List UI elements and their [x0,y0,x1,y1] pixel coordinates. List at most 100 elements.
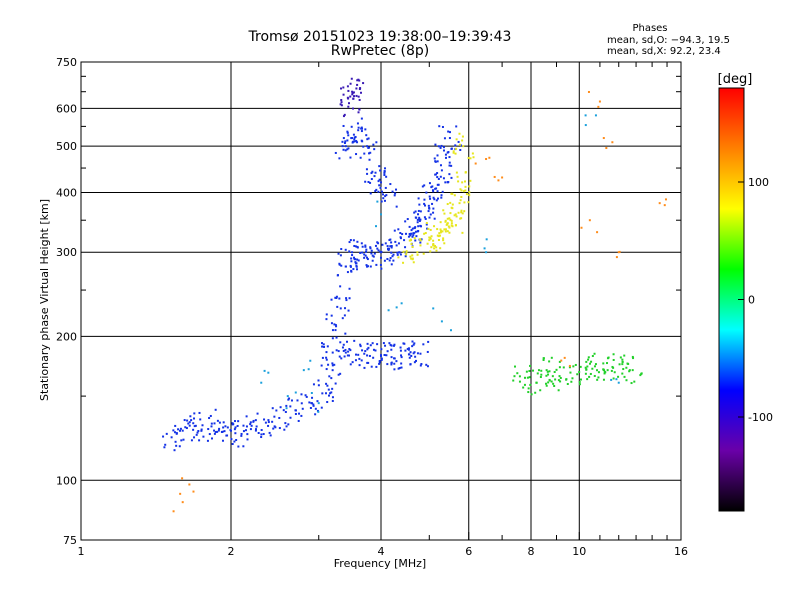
data-point [394,240,397,243]
data-point [350,257,353,260]
data-point [341,145,344,148]
data-point [439,228,442,231]
data-point [305,395,308,398]
data-point [587,90,590,93]
data-point [348,241,351,244]
data-point [412,343,415,346]
data-point [404,246,407,249]
data-point [312,403,315,406]
data-point [363,256,366,259]
data-point [408,356,411,359]
data-point [389,183,392,186]
data-point [602,137,605,140]
data-point [461,212,464,215]
data-point [326,401,329,404]
data-point [558,375,561,378]
data-point [441,190,444,193]
data-point [334,296,337,299]
data-point [353,95,356,98]
data-point [232,423,235,426]
data-point [260,433,263,436]
data-point [378,361,381,364]
data-point [359,345,362,348]
data-point [444,228,447,231]
data-point [442,149,445,152]
data-point [518,380,521,383]
data-point [374,190,377,193]
data-point [513,375,516,378]
data-point [358,364,361,367]
data-point [432,190,435,193]
data-point [179,427,182,430]
data-point [437,177,440,180]
data-point [425,222,428,225]
y-tick-label: 400 [56,186,77,199]
data-point [410,229,413,232]
data-point [378,184,381,187]
data-point [188,421,191,424]
data-point [297,419,300,422]
data-point [179,429,182,432]
data-point [399,346,402,349]
data-point [402,261,405,264]
data-point [546,370,549,373]
data-point [639,374,642,377]
data-point [187,422,190,425]
data-point [371,170,374,173]
data-point [360,130,363,133]
data-point [345,297,348,300]
data-point [389,257,392,260]
data-point [286,395,289,398]
data-point [393,229,396,232]
data-point [218,421,221,424]
data-point [314,407,317,410]
data-point [325,382,328,385]
data-point [376,200,379,203]
data-point [488,156,491,159]
data-point [186,419,189,422]
data-point [301,407,304,410]
data-point [337,373,340,376]
data-point [344,348,347,351]
data-point [400,302,403,305]
data-point [419,238,422,241]
data-point [424,232,427,235]
data-point [374,171,377,174]
data-point [242,424,245,427]
data-point [388,239,391,242]
data-point [380,358,383,361]
data-point [455,138,458,141]
data-point [443,212,446,215]
data-point [566,383,569,386]
data-point [436,190,439,193]
data-point [350,77,353,80]
data-point [282,409,285,412]
data-point [338,157,341,160]
data-point [449,131,452,134]
data-point [335,336,338,339]
data-point [317,402,320,405]
data-point [368,158,371,161]
data-point [548,378,551,381]
data-point [593,352,596,355]
data-point [372,348,375,351]
data-point [342,349,345,352]
data-point [331,399,334,402]
data-point [425,363,428,366]
data-point [342,343,345,346]
data-point [278,427,281,430]
data-point [349,156,352,159]
data-point [355,153,358,156]
data-point [367,137,370,140]
data-point [260,381,263,384]
data-point [434,143,437,146]
data-point [236,424,239,427]
data-point [444,156,447,159]
data-point [528,376,531,379]
legend-x-mode: mean, sd,X: 92.2, 23.4 [607,46,721,57]
data-point [453,194,456,197]
data-point [597,105,600,108]
data-point [434,160,437,163]
data-point [294,412,297,415]
data-point [393,368,396,371]
